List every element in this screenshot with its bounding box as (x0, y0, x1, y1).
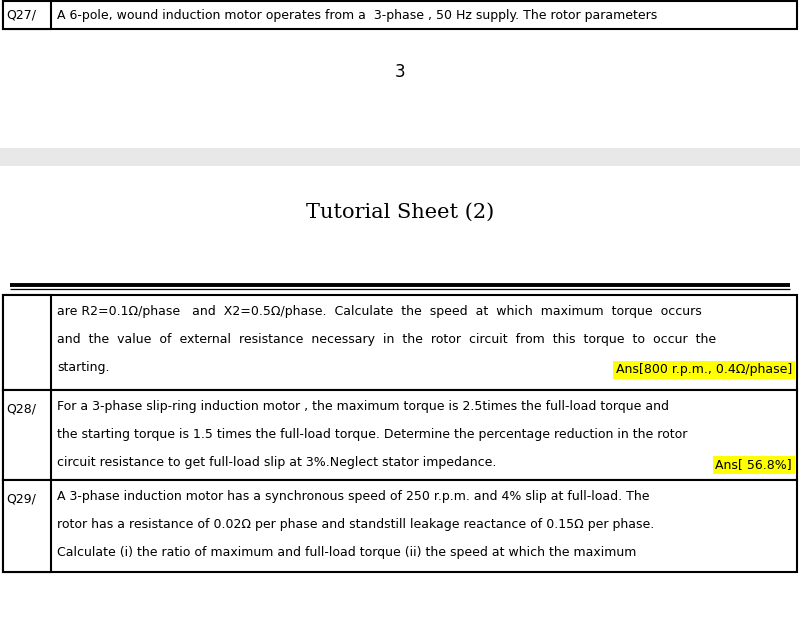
Text: Tutorial Sheet (2): Tutorial Sheet (2) (306, 202, 494, 222)
Text: Q29/: Q29/ (6, 492, 36, 505)
Text: the starting torque is 1.5 times the full-load torque. Determine the percentage : the starting torque is 1.5 times the ful… (57, 428, 687, 441)
Text: Ans[800 r.p.m., 0.4Ω/phase]: Ans[800 r.p.m., 0.4Ω/phase] (616, 363, 792, 376)
Bar (3, 390, 797, 480)
Bar (3, 480, 51, 572)
Text: circuit resistance to get full-load slip at 3%.Neglect stator impedance.: circuit resistance to get full-load slip… (57, 456, 496, 469)
Bar (3, 390, 51, 480)
Text: are R2=0.1Ω/phase   and  X2=0.5Ω/phase.  Calculate  the  speed  at  which  maxim: are R2=0.1Ω/phase and X2=0.5Ω/phase. Cal… (57, 305, 702, 318)
Text: A 3-phase induction motor has a synchronous speed of 250 r.p.m. and 4% slip at f: A 3-phase induction motor has a synchron… (57, 490, 650, 503)
Bar (3, 295, 51, 390)
Text: starting.: starting. (57, 361, 110, 374)
Text: Calculate (i) the ratio of maximum and full-load torque (ii) the speed at which : Calculate (i) the ratio of maximum and f… (57, 546, 636, 559)
Text: A 6-pole, wound induction motor operates from a  3-phase , 50 Hz supply. The rot: A 6-pole, wound induction motor operates… (57, 9, 658, 21)
Bar (3, 295, 797, 390)
Text: 3: 3 (394, 63, 406, 81)
Text: rotor has a resistance of 0.02Ω per phase and standstill leakage reactance of 0.: rotor has a resistance of 0.02Ω per phas… (57, 518, 654, 531)
Bar (3, 1, 51, 29)
Text: For a 3-phase slip-ring induction motor , the maximum torque is 2.5times the ful: For a 3-phase slip-ring induction motor … (57, 400, 669, 413)
Bar (0, 148, 800, 166)
Text: Q27/: Q27/ (6, 9, 36, 21)
Text: Ans[ 56.8%]: Ans[ 56.8%] (715, 458, 792, 471)
Bar (3, 1, 797, 29)
Bar (3, 480, 797, 572)
Text: Q28/: Q28/ (6, 402, 36, 415)
Text: and  the  value  of  external  resistance  necessary  in  the  rotor  circuit  f: and the value of external resistance nec… (57, 333, 716, 346)
